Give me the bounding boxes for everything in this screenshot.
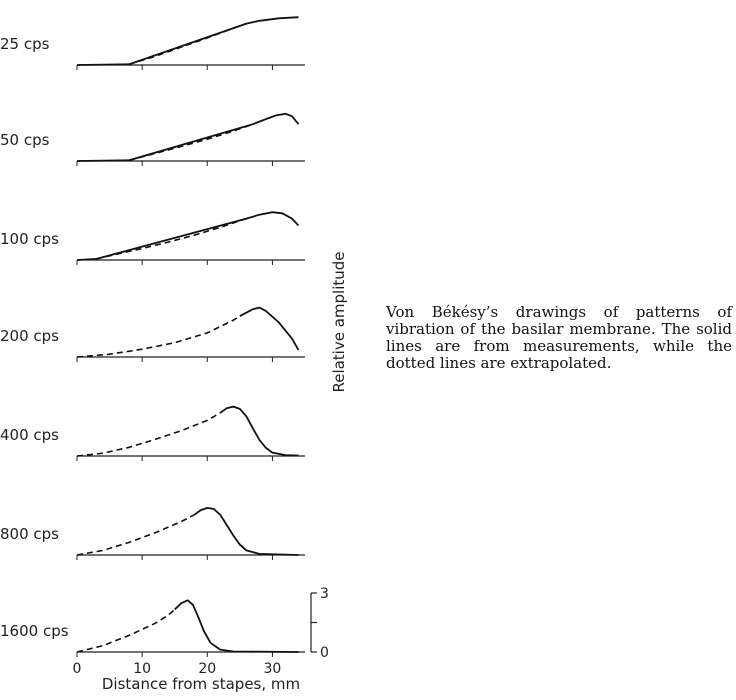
x-tick-label-30: 30: [264, 661, 282, 677]
measured-curve-200-cps: [239, 306, 300, 351]
figure-caption: Von Békésy’s drawings of patterns of vib…: [386, 303, 732, 372]
x-tick-label-0: 0: [73, 661, 82, 677]
extrapolated-curve-1600-cps: [76, 608, 176, 653]
x-axis-label: Distance from stapes, mm: [102, 675, 300, 693]
panel-label-100-cps: 100 cps: [0, 230, 59, 248]
y-axis-label: Relative amplitude: [330, 251, 348, 392]
von-bekesy-figure: 25 cps 50 cps 100 cps 200 cps 400 cps 800 cps…: [0, 16, 348, 693]
extrapolated-curve-200-cps: [76, 315, 241, 358]
vibration-panels: 25 cps 50 cps 100 cps 200 cps 400 cps 800 cps…: [0, 16, 329, 677]
extrapolated-curve-400-cps: [76, 412, 221, 457]
measured-curve-100-cps: [76, 211, 300, 261]
measured-curve-1600-cps: [174, 599, 299, 653]
measured-curve-50-cps: [76, 112, 300, 162]
x-tick-label-20: 20: [198, 661, 216, 677]
panel-label-50-cps: 50 cps: [0, 131, 50, 149]
panel-label-1600-cps: 1600 cps: [0, 622, 69, 640]
panel-label-200-cps: 200 cps: [0, 327, 59, 345]
measured-curve-800-cps: [193, 506, 299, 556]
measured-curve-25-cps: [76, 16, 299, 66]
extrapolated-curve-800-cps: [76, 514, 195, 556]
panel-label-800-cps: 800 cps: [0, 525, 59, 543]
panel-label-400-cps: 400 cps: [0, 426, 59, 444]
x-tick-label-10: 10: [133, 661, 151, 677]
y-tick-label-3: 3: [320, 586, 329, 602]
panel-label-25-cps: 25 cps: [0, 35, 50, 53]
y-tick-label-0: 0: [320, 645, 329, 661]
measured-curve-400-cps: [219, 405, 299, 457]
